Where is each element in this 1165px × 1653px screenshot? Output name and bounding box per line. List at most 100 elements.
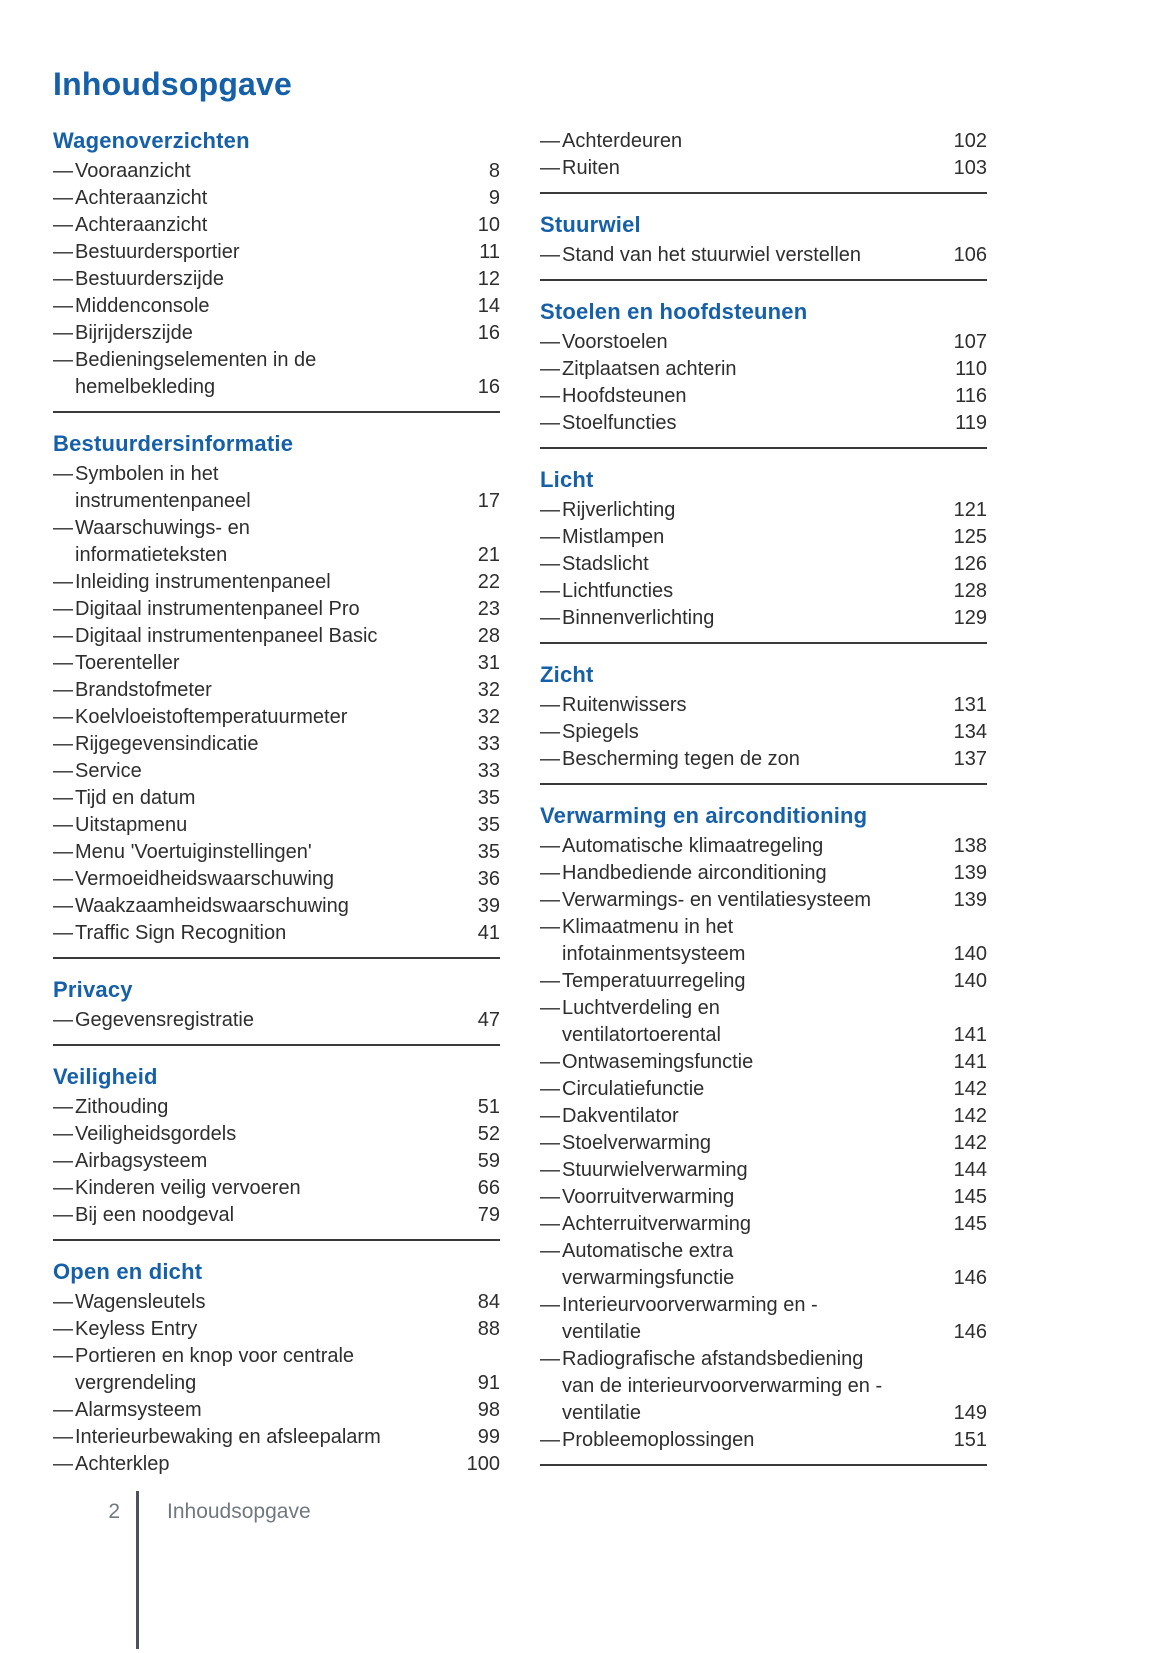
toc-item[interactable]: — Luchtverdeling en ventilatortoerental 14… (540, 995, 987, 1049)
toc-item[interactable]: — Rijgegevensindicatie 33 (53, 731, 500, 758)
toc-item[interactable]: — Probleemoplossingen 151 (540, 1427, 987, 1454)
toc-item[interactable]: — Stadslicht 126 (540, 551, 987, 578)
item-label: Binnenverlichting (562, 607, 715, 629)
toc-item[interactable]: — Dakventilator 142 (540, 1103, 987, 1130)
toc-item[interactable]: — Wagensleutels 84 (53, 1289, 500, 1316)
toc-item[interactable]: — Lichtfuncties 128 (540, 578, 987, 605)
toc-item[interactable]: — Kinderen veilig vervoeren 66 (53, 1175, 500, 1202)
item-page-number: 11 (479, 241, 500, 263)
toc-item[interactable]: — Circulatiefunctie 142 (540, 1076, 987, 1103)
item-dash: — (53, 652, 73, 674)
toc-item[interactable]: — Voorstoelen 107 (540, 329, 987, 356)
toc-item[interactable]: — Zitplaatsen achterin 110 (540, 356, 987, 383)
item-page-number: 116 (955, 385, 987, 407)
toc-item[interactable]: — Koelvloeistoftemperatuurmeter 32 (53, 704, 500, 731)
toc-section: Stuurwiel — Stand van het stuurwiel verste… (540, 212, 987, 281)
toc-item[interactable]: — Interieurbewaking en afsleepalarm 99 (53, 1424, 500, 1451)
item-page-number: 33 (477, 760, 500, 782)
item-page-number: 16 (477, 322, 500, 344)
item-page-number: 144 (953, 1159, 987, 1181)
item-page-number: 22 (477, 571, 500, 593)
toc-item[interactable]: — Middenconsole 14 (53, 293, 500, 320)
toc-item[interactable]: — Bij een noodgeval 79 (53, 1202, 500, 1229)
toc-item[interactable]: — Interieurvoorverwarming en - ventilatie… (540, 1292, 987, 1346)
item-dash: — (540, 997, 560, 1019)
toc-item[interactable]: — Stoelverwarming 142 (540, 1130, 987, 1157)
toc-item[interactable]: — Waarschuwings- en informatieteksten 21 (53, 515, 500, 569)
toc-item[interactable]: — Vermoeidheidswaarschuwing 36 (53, 866, 500, 893)
toc-item[interactable]: — Menu 'Voertuiginstellingen' 35 (53, 839, 500, 866)
toc-item[interactable]: — Achteraanzicht 9 (53, 185, 500, 212)
item-dash: — (540, 331, 560, 353)
toc-item[interactable]: — Binnenverlichting 129 (540, 605, 987, 632)
toc-item[interactable]: — Ruiten 103 (540, 155, 987, 182)
toc-item[interactable]: — Traffic Sign Recognition 41 (53, 920, 500, 947)
toc-item[interactable]: — Bedieningselementen in de hemelbekledin… (53, 347, 500, 401)
item-page-number: 142 (953, 1132, 987, 1154)
item-label: Vermoeidheidswaarschuwing (75, 868, 335, 890)
item-dash: — (540, 835, 560, 857)
toc-item[interactable]: — Stuurwielverwarming 144 (540, 1157, 987, 1184)
toc-item[interactable]: — Vooraanzicht 8 (53, 158, 500, 185)
toc-item[interactable]: — Tijd en datum 35 (53, 785, 500, 812)
toc-item[interactable]: — Achterdeuren 102 (540, 128, 987, 155)
toc-item[interactable]: — Ruitenwissers 131 (540, 692, 987, 719)
toc-item[interactable]: — Klimaatmenu in het infotainmentsysteem 1… (540, 914, 987, 968)
toc-item[interactable]: — Automatische extra verwarmingsfunctie 14… (540, 1238, 987, 1292)
toc-item[interactable]: — Rijverlichting 121 (540, 497, 987, 524)
item-page-number: 41 (477, 922, 500, 944)
toc-item[interactable]: — Achteraanzicht 10 (53, 212, 500, 239)
item-label: Handbediende airconditioning (562, 862, 827, 884)
item-page-number: 141 (953, 1051, 987, 1073)
toc-item[interactable]: — Ontwasemingsfunctie 141 (540, 1049, 987, 1076)
toc-item[interactable]: — Bestuurderszijde 12 (53, 266, 500, 293)
item-page-number: 139 (953, 889, 987, 911)
toc-item[interactable]: — Achterklep 100 (53, 1451, 500, 1478)
toc-item[interactable]: — Hoofdsteunen 116 (540, 383, 987, 410)
toc-item[interactable]: — Portieren en knop voor centrale vergren… (53, 1343, 500, 1397)
item-label: Uitstapmenu (75, 814, 188, 836)
toc-item[interactable]: — Symbolen in het instrumentenpaneel 17 (53, 461, 500, 515)
item-label: Stuurwielverwarming (562, 1159, 748, 1181)
toc-item[interactable]: — Toerenteller 31 (53, 650, 500, 677)
toc-item[interactable]: — Verwarmings- en ventilatiesysteem 139 (540, 887, 987, 914)
toc-column: — Achterdeuren 102— Ruiten 103 Stuurwiel — Stan… (540, 104, 987, 1478)
toc-item[interactable]: — Temperatuurregeling 140 (540, 968, 987, 995)
item-page-number: 129 (953, 607, 987, 629)
toc-item[interactable]: — Keyless Entry 88 (53, 1316, 500, 1343)
toc-item[interactable]: — Bijrijderszijde 16 (53, 320, 500, 347)
toc-item[interactable]: — Service 33 (53, 758, 500, 785)
item-label: Portieren en knop voor centrale vergrend… (75, 1345, 355, 1394)
toc-item[interactable]: — Spiegels 134 (540, 719, 987, 746)
toc-item[interactable]: — Bescherming tegen de zon 137 (540, 746, 987, 773)
toc-item[interactable]: — Achterruitverwarming 145 (540, 1211, 987, 1238)
toc-item[interactable]: — Voorruitverwarming 145 (540, 1184, 987, 1211)
toc-item[interactable]: — Alarmsysteem 98 (53, 1397, 500, 1424)
item-page-number: 137 (953, 748, 987, 770)
toc-item[interactable]: — Radiografische afstandsbediening van de… (540, 1346, 987, 1427)
toc-item[interactable]: — Stoelfuncties 119 (540, 410, 987, 437)
item-label: Klimaatmenu in het infotainmentsysteem (562, 916, 746, 965)
item-dash: — (53, 598, 73, 620)
toc-item[interactable]: — Automatische klimaatregeling 138 (540, 833, 987, 860)
toc-item[interactable]: — Waakzaamheidswaarschuwing 39 (53, 893, 500, 920)
item-page-number: 39 (477, 895, 500, 917)
toc-item[interactable]: — Veiligheidsgordels 52 (53, 1121, 500, 1148)
toc-item[interactable]: — Digitaal instrumentenpaneel Pro 23 (53, 596, 500, 623)
toc-item[interactable]: — Zithouding 51 (53, 1094, 500, 1121)
item-page-number: 98 (477, 1399, 500, 1421)
item-label: Ontwasemingsfunctie (562, 1051, 754, 1073)
toc-item[interactable]: — Stand van het stuurwiel verstellen 106 (540, 242, 987, 269)
toc-item[interactable]: — Digitaal instrumentenpaneel Basic 28 (53, 623, 500, 650)
toc-item[interactable]: — Airbagsysteem 59 (53, 1148, 500, 1175)
toc-item[interactable]: — Handbediende airconditioning 139 (540, 860, 987, 887)
item-page-number: 140 (953, 943, 987, 965)
toc-item[interactable]: — Inleiding instrumentenpaneel 22 (53, 569, 500, 596)
toc-section: Privacy — Gegevensregistratie 47 (53, 977, 500, 1046)
toc-item[interactable]: — Gegevensregistratie 47 (53, 1007, 500, 1034)
toc-item[interactable]: — Bestuurdersportier 11 (53, 239, 500, 266)
toc-item[interactable]: — Mistlampen 125 (540, 524, 987, 551)
toc-item[interactable]: — Uitstapmenu 35 (53, 812, 500, 839)
item-dash: — (540, 748, 560, 770)
toc-item[interactable]: — Brandstofmeter 32 (53, 677, 500, 704)
